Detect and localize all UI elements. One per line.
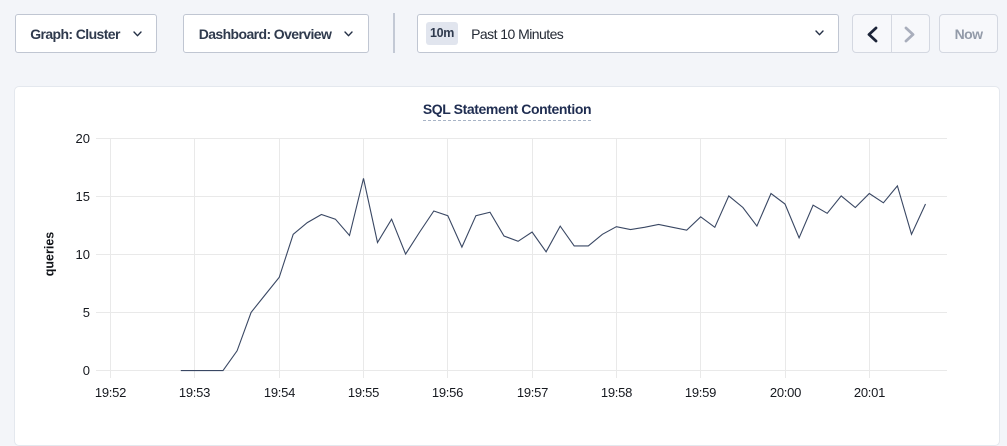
svg-text:queries: queries xyxy=(43,232,57,277)
svg-text:19:54: 19:54 xyxy=(264,385,295,400)
svg-text:20: 20 xyxy=(76,131,90,146)
svg-text:20:00: 20:00 xyxy=(770,385,801,400)
svg-text:15: 15 xyxy=(76,189,90,204)
svg-text:5: 5 xyxy=(83,305,90,320)
svg-text:19:52: 19:52 xyxy=(95,385,126,400)
svg-text:20:01: 20:01 xyxy=(854,385,885,400)
svg-text:19:53: 19:53 xyxy=(179,385,210,400)
svg-text:10: 10 xyxy=(76,247,90,262)
svg-text:19:56: 19:56 xyxy=(432,385,463,400)
svg-text:0: 0 xyxy=(83,363,90,378)
svg-text:19:57: 19:57 xyxy=(517,385,548,400)
svg-text:19:55: 19:55 xyxy=(348,385,379,400)
svg-text:19:59: 19:59 xyxy=(685,385,716,400)
svg-text:19:58: 19:58 xyxy=(601,385,632,400)
